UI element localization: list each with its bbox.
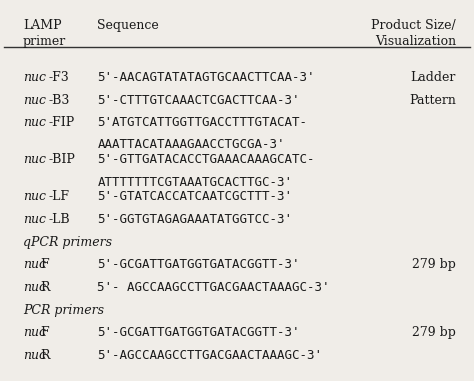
Text: 5'-GTTGATACACCTGAAACAAAGCATC-: 5'-GTTGATACACCTGAAACAAAGCATC- [97,153,315,166]
Text: nuc: nuc [23,281,46,294]
Text: 5'-GCGATTGATGGTGATACGGTT-3': 5'-GCGATTGATGGTGATACGGTT-3' [97,258,300,271]
Text: R: R [40,281,50,294]
Text: nuc: nuc [23,213,46,226]
Text: 279 bp: 279 bp [412,258,456,271]
Text: nuc: nuc [23,71,46,84]
Text: nuc: nuc [23,94,46,107]
Text: LAMP
primer: LAMP primer [23,19,66,48]
Text: Sequence: Sequence [97,19,159,32]
Text: nuc: nuc [23,349,46,362]
Text: qPCR primers: qPCR primers [23,236,112,249]
Text: 5'-GCGATTGATGGTGATACGGTT-3': 5'-GCGATTGATGGTGATACGGTT-3' [97,326,300,339]
Text: nuc: nuc [23,153,46,166]
Text: F: F [40,326,49,339]
Text: Ladder: Ladder [410,71,456,84]
Text: -LB: -LB [48,213,70,226]
Text: F: F [40,258,49,271]
Text: nuc: nuc [23,258,46,271]
Text: nuc: nuc [23,326,46,339]
Text: 5'-GGTGTAGAGAAATATGGTCC-3': 5'-GGTGTAGAGAAATATGGTCC-3' [97,213,292,226]
Text: nuc: nuc [23,190,46,203]
Text: 5'ATGTCATTGGTTGACCTTTGTACAT-: 5'ATGTCATTGGTTGACCTTTGTACAT- [97,116,307,129]
Text: AAATTACATAAAGAACCTGCGA-3': AAATTACATAAAGAACCTGCGA-3' [97,138,285,151]
Text: 5'-AGCCAAGCCTTGACGAACTAAAGC-3': 5'-AGCCAAGCCTTGACGAACTAAAGC-3' [97,349,322,362]
Text: 5'-CTTTGTCAAACTCGACTTCAA-3': 5'-CTTTGTCAAACTCGACTTCAA-3' [97,94,300,107]
Text: 5'- AGCCAAGCCTTGACGAACTAAAGC-3': 5'- AGCCAAGCCTTGACGAACTAAAGC-3' [97,281,330,294]
Text: ATTTTTTTCGTAAATGCACTTGC-3': ATTTTTTTCGTAAATGCACTTGC-3' [97,176,292,189]
Text: -FIP: -FIP [48,116,75,129]
Text: -F3: -F3 [48,71,69,84]
Text: nuc: nuc [23,116,46,129]
Text: Product Size/
Visualization: Product Size/ Visualization [371,19,456,48]
Text: 5'-AACAGTATATAGTGCAACTTCAA-3': 5'-AACAGTATATAGTGCAACTTCAA-3' [97,71,315,84]
Text: -B3: -B3 [48,94,70,107]
Text: 5'-GTATCACCATCAATCGCTTT-3': 5'-GTATCACCATCAATCGCTTT-3' [97,190,292,203]
Text: 279 bp: 279 bp [412,326,456,339]
Text: Pattern: Pattern [409,94,456,107]
Text: PCR primers: PCR primers [23,304,104,317]
Text: -LF: -LF [48,190,69,203]
Text: R: R [40,349,50,362]
Text: -BIP: -BIP [48,153,75,166]
